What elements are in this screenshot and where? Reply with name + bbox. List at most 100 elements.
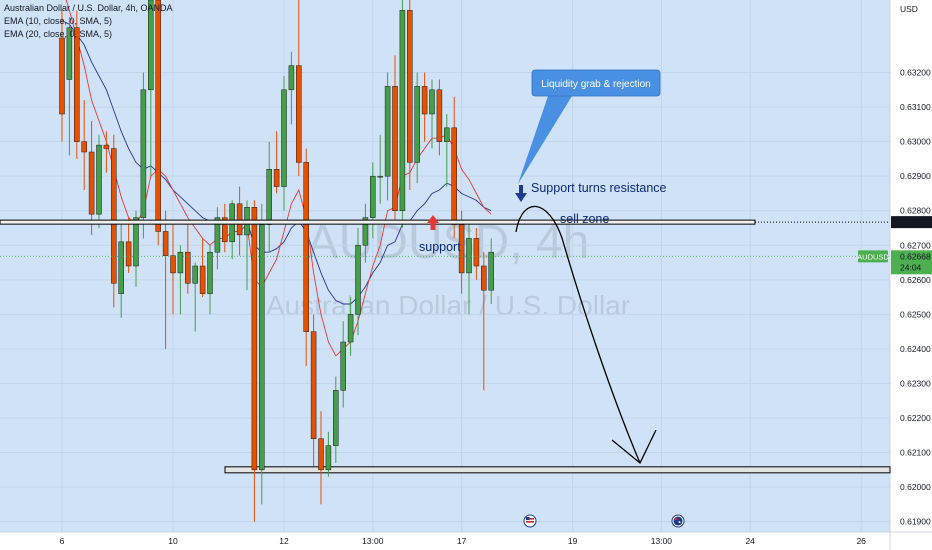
candle-down xyxy=(392,55,398,225)
sell-zone-text: sell zone xyxy=(560,212,609,226)
candle-down xyxy=(222,203,228,253)
candle-up xyxy=(377,134,383,204)
symbol-badge-label: AUDUSD xyxy=(857,252,889,261)
price-tick-label: 0.62700 xyxy=(900,240,931,250)
price-tick-label: 0.63000 xyxy=(900,137,931,147)
candle-body xyxy=(96,144,102,215)
time-tick-label: 13:00 xyxy=(651,536,673,546)
candle-up xyxy=(466,224,472,315)
candle-up xyxy=(66,17,73,156)
candle-body xyxy=(436,89,443,142)
candle-up xyxy=(488,238,494,304)
candle-body xyxy=(429,89,435,115)
candle-body xyxy=(103,144,110,149)
candle-down xyxy=(318,411,324,505)
candle-down xyxy=(436,79,443,156)
flag-star xyxy=(678,521,681,523)
candle-up xyxy=(325,431,332,477)
candle-body xyxy=(407,10,413,163)
price-tick-label: 0.63100 xyxy=(900,102,931,112)
price-tick-label: 0.63200 xyxy=(900,68,931,78)
watermark-symbol: AUDUSD, 4h xyxy=(307,216,590,269)
candle-body xyxy=(451,127,457,225)
candle-body xyxy=(88,151,95,215)
candle-body xyxy=(125,241,132,267)
candle-down xyxy=(273,131,280,194)
ema20-line xyxy=(61,20,492,305)
symbol-badge xyxy=(858,250,888,263)
candle-down xyxy=(421,72,428,142)
candle-down xyxy=(199,238,206,298)
resistance-price-tag xyxy=(891,216,932,229)
time-scale-background xyxy=(0,532,932,550)
candle-down xyxy=(303,148,309,367)
legend-title: Australian Dollar / U.S. Dollar, 4h, OAN… xyxy=(4,3,173,13)
candle-down xyxy=(81,100,87,190)
candle-down xyxy=(88,120,95,235)
candle-up xyxy=(96,134,102,228)
candle-body xyxy=(444,127,450,142)
legend-ema10: EMA (10, close, 0, SMA, 5) xyxy=(4,16,112,26)
candle-body xyxy=(281,89,287,187)
candle-up xyxy=(362,203,369,263)
up-arrow-icon xyxy=(427,215,439,223)
price-axis[interactable]: 0.632000.631000.630000.629000.628000.627… xyxy=(857,68,932,527)
candle-body xyxy=(170,255,176,274)
candle-body xyxy=(340,341,346,391)
candle-body xyxy=(59,37,65,115)
candle-body xyxy=(377,175,383,178)
candle-up xyxy=(288,51,295,125)
last-price-tag xyxy=(891,250,932,275)
levels-layer xyxy=(0,219,890,257)
candle-body xyxy=(207,251,213,294)
price-tick-label: 0.62100 xyxy=(900,448,931,458)
candle-up xyxy=(118,224,124,318)
countdown-label: 24:04 xyxy=(900,262,922,272)
price-tick-label: 0.62900 xyxy=(900,171,931,181)
candle-up xyxy=(333,376,339,463)
candle-body xyxy=(266,169,272,225)
candle-body xyxy=(333,390,339,446)
candle-up xyxy=(140,72,147,239)
candle-body xyxy=(148,0,154,91)
candle-body xyxy=(66,27,73,80)
candle-up xyxy=(355,228,361,336)
candle-down xyxy=(103,131,110,173)
candle-body xyxy=(296,65,302,163)
candle-body xyxy=(414,86,420,163)
resistance-text: Support turns resistance xyxy=(531,181,667,195)
watermark-name: Australian Dollar / U.S. Dollar xyxy=(266,290,630,321)
candle-up xyxy=(399,0,406,228)
candle-body xyxy=(259,224,265,471)
candle-body xyxy=(288,65,295,91)
candle-body xyxy=(481,265,487,291)
candle-down xyxy=(185,224,191,294)
candle-up xyxy=(207,245,213,315)
currency-label: USD xyxy=(900,4,918,14)
time-tick-label: 24 xyxy=(745,536,755,546)
flag-canton xyxy=(526,517,530,520)
candle-down xyxy=(170,224,176,315)
candle-up xyxy=(414,72,420,184)
callout-pointer xyxy=(518,96,572,184)
candle-body xyxy=(185,251,191,284)
flag-field xyxy=(673,516,683,526)
candle-body xyxy=(473,238,480,267)
candle-body xyxy=(236,203,243,236)
candle-body xyxy=(140,89,147,218)
candle-body xyxy=(325,445,332,471)
price-tick-label: 0.62000 xyxy=(900,482,931,492)
candle-down xyxy=(407,0,413,190)
candle-up xyxy=(214,207,221,270)
candle-up xyxy=(148,0,154,177)
down-arrow-shaft xyxy=(519,185,523,194)
candle-up xyxy=(177,245,184,315)
price-tick-label: 0.62400 xyxy=(900,344,931,354)
candle-body xyxy=(192,265,198,284)
support-zone-layer xyxy=(224,466,891,474)
candle-body xyxy=(399,10,406,211)
candle-up xyxy=(444,114,450,187)
candle-down xyxy=(155,0,161,246)
